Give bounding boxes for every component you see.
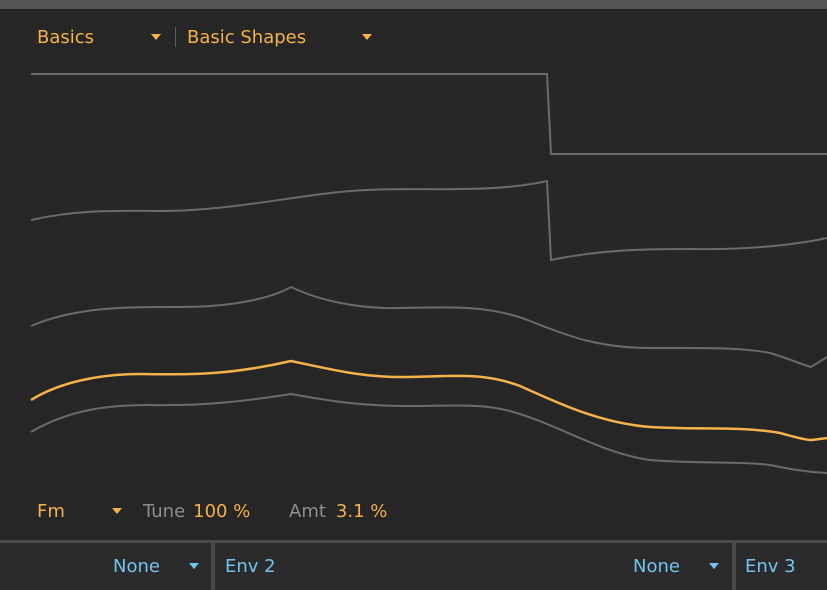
mod2-source-label: None bbox=[633, 555, 680, 577]
mode-dropdown[interactable]: Fm bbox=[37, 497, 127, 525]
mode-label: Fm bbox=[37, 500, 65, 522]
tune-value[interactable]: 100 % bbox=[193, 500, 251, 522]
preset-label: Basic Shapes bbox=[187, 26, 307, 48]
wavetable-panel: Basics Basic Shapes Fm Tune 100 % Amt 3.… bbox=[0, 9, 827, 540]
mod2-source-dropdown[interactable]: None bbox=[633, 552, 725, 580]
waveform-2 bbox=[30, 179, 827, 262]
waveform-1 bbox=[31, 73, 827, 155]
mod1-target[interactable]: Env 2 bbox=[225, 552, 276, 580]
amt-value[interactable]: 3.1 % bbox=[335, 500, 388, 522]
window-top-strip bbox=[0, 0, 827, 9]
mod2-target[interactable]: Env 3 bbox=[745, 552, 796, 580]
tune-control[interactable]: Tune 100 % bbox=[143, 497, 250, 525]
header-separator bbox=[175, 27, 176, 47]
chevron-down-icon bbox=[112, 508, 122, 514]
mod1-source-dropdown[interactable]: None bbox=[113, 552, 205, 580]
waveform-5 bbox=[30, 392, 827, 474]
waveform-4-active bbox=[30, 359, 827, 442]
oscillator-footer: Fm Tune 100 % Amt 3.1 % bbox=[0, 497, 827, 527]
chevron-down-icon bbox=[362, 34, 372, 40]
amt-control[interactable]: Amt 3.1 % bbox=[289, 497, 387, 525]
mod2-target-label: Env 3 bbox=[745, 555, 796, 577]
mod-separator-1 bbox=[211, 543, 215, 590]
mod1-source-label: None bbox=[113, 555, 160, 577]
preset-header: Basics Basic Shapes bbox=[0, 23, 827, 51]
chevron-down-icon bbox=[151, 34, 161, 40]
preset-dropdown[interactable]: Basic Shapes bbox=[187, 23, 377, 51]
modulation-bar: None Env 2 None Env 3 bbox=[0, 543, 827, 590]
mod1-target-label: Env 2 bbox=[225, 555, 276, 577]
amt-label: Amt bbox=[289, 500, 326, 522]
panel-divider bbox=[0, 540, 827, 543]
waveform-3 bbox=[30, 285, 827, 369]
category-label: Basics bbox=[37, 26, 95, 48]
wavetable-display[interactable] bbox=[0, 9, 827, 540]
tune-label: Tune bbox=[143, 500, 186, 522]
mod-separator-2 bbox=[732, 543, 736, 590]
chevron-down-icon bbox=[189, 563, 199, 569]
chevron-down-icon bbox=[709, 563, 719, 569]
category-dropdown[interactable]: Basics bbox=[37, 23, 167, 51]
